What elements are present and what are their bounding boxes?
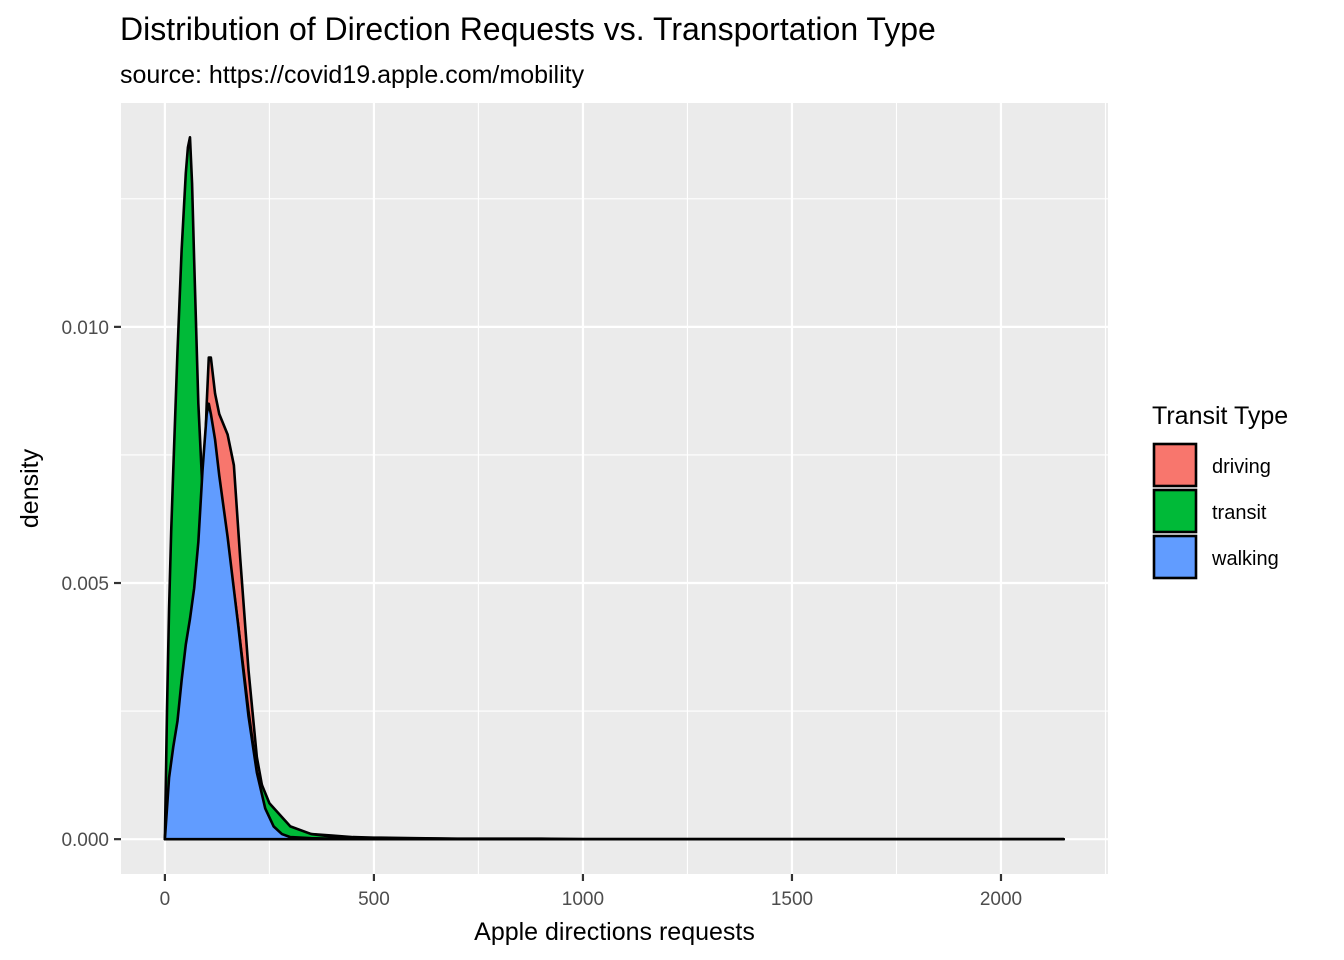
x-tick-label: 1500 bbox=[771, 889, 813, 910]
x-tick-label: 500 bbox=[358, 889, 390, 910]
plot-panel bbox=[121, 103, 1108, 874]
y-axis: 0.000 0.005 0.010 bbox=[61, 318, 121, 851]
density-areas bbox=[163, 136, 1065, 841]
legend-label-driving: driving bbox=[1212, 456, 1271, 478]
legend-label-transit: transit bbox=[1212, 502, 1267, 524]
legend-swatch-walking bbox=[1152, 534, 1198, 580]
legend-label-walking: walking bbox=[1211, 548, 1279, 570]
density-area-walking bbox=[163, 402, 1065, 841]
y-tick-label: 0.005 bbox=[61, 574, 109, 595]
x-tick-label: 2000 bbox=[980, 889, 1022, 910]
legend-swatch-transit bbox=[1152, 488, 1198, 534]
legend-swatch-driving bbox=[1152, 442, 1198, 488]
x-tick-label: 1000 bbox=[562, 889, 604, 910]
y-axis-title: density bbox=[16, 448, 44, 528]
chart-subtitle: source: https://covid19.apple.com/mobili… bbox=[120, 61, 585, 89]
x-axis: 0 500 1000 1500 2000 bbox=[160, 874, 1022, 910]
legend: Transit Type driving transit walking bbox=[1152, 402, 1288, 580]
y-tick-label: 0.000 bbox=[61, 830, 109, 851]
legend-items: driving transit walking bbox=[1152, 442, 1279, 580]
y-tick-label: 0.010 bbox=[61, 318, 109, 339]
chart-title: Distribution of Direction Requests vs. T… bbox=[120, 11, 936, 47]
x-axis-title: Apple directions requests bbox=[474, 918, 755, 946]
x-tick-label: 0 bbox=[160, 889, 171, 910]
legend-title: Transit Type bbox=[1152, 402, 1288, 430]
minor-gridlines bbox=[121, 103, 1108, 874]
